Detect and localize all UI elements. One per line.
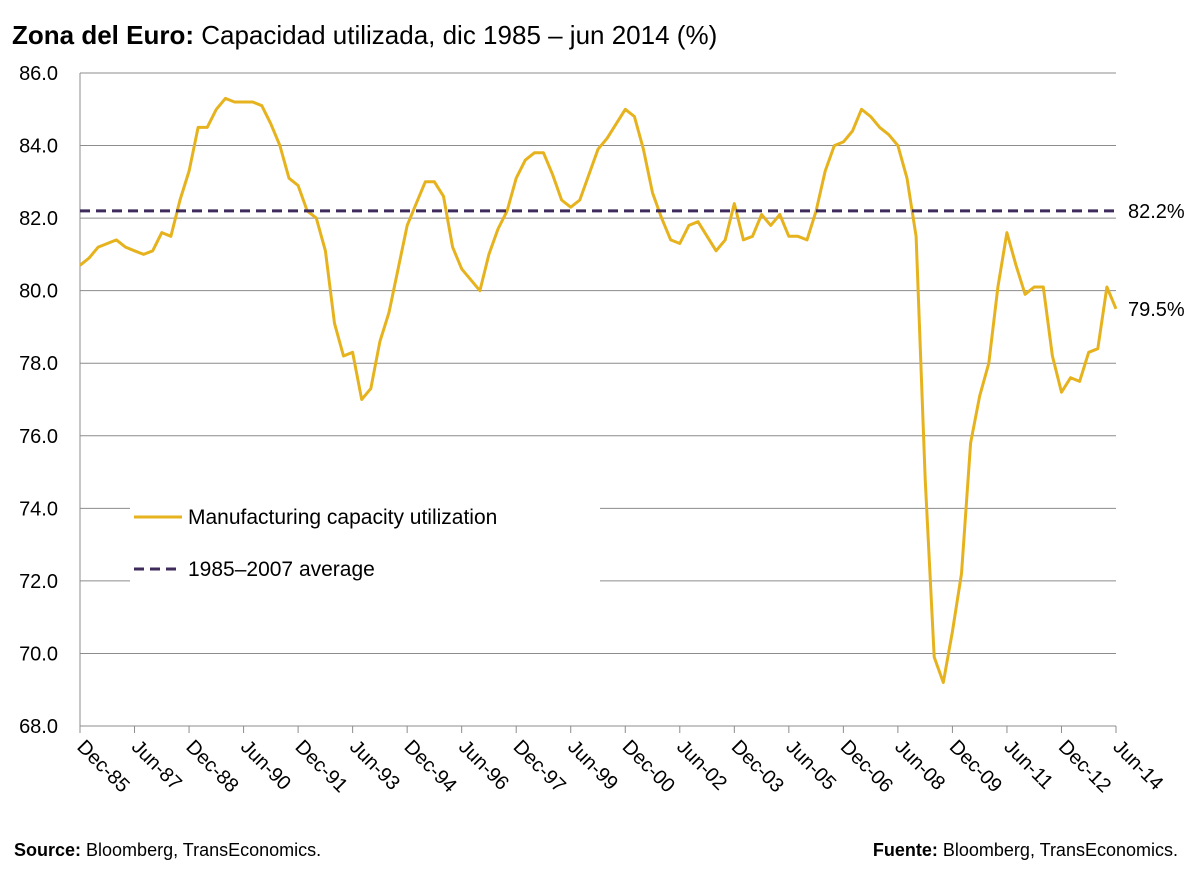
x-tick-label: Dec-85 bbox=[72, 736, 133, 797]
legend-label: Manufacturing capacity utilization bbox=[188, 506, 497, 529]
x-tick-label: Dec-06 bbox=[836, 736, 897, 797]
fuente-note: Fuente: Bloomberg, TransEconomics. bbox=[873, 840, 1178, 861]
x-tick-label: Dec-94 bbox=[400, 736, 461, 797]
source-text: Bloomberg, TransEconomics. bbox=[81, 840, 322, 860]
x-tick-label: Dec-09 bbox=[945, 736, 1006, 797]
legend-background bbox=[130, 549, 600, 585]
x-tick-label: Jun-93 bbox=[345, 736, 404, 795]
y-tick-label: 86.0 bbox=[19, 63, 58, 85]
y-tick-label: 80.0 bbox=[19, 281, 58, 303]
capacity-utilization-line bbox=[79, 96, 1118, 684]
chart-title-bold: Zona del Euro: bbox=[12, 20, 194, 50]
series-end-label: 79.5% bbox=[1128, 299, 1185, 321]
x-tick-label: Jun-96 bbox=[454, 736, 513, 795]
y-tick-label: 68.0 bbox=[19, 716, 58, 738]
y-tick-label: 74.0 bbox=[19, 498, 58, 520]
legend-label: 1985–2007 average bbox=[188, 558, 375, 581]
x-tick-label: Jun-08 bbox=[890, 736, 949, 795]
x-tick-label: Dec-03 bbox=[727, 736, 788, 797]
y-tick-label: 82.0 bbox=[19, 208, 58, 230]
source-note: Source: Bloomberg, TransEconomics. bbox=[14, 840, 321, 861]
x-tick-label: Jun-05 bbox=[781, 736, 840, 795]
fuente-text: Bloomberg, TransEconomics. bbox=[937, 840, 1178, 860]
source-label: Source: bbox=[14, 840, 82, 860]
x-tick-label: Dec-00 bbox=[618, 736, 679, 797]
x-tick-label: Jun-90 bbox=[236, 736, 295, 795]
x-tick-label: Jun-99 bbox=[563, 736, 622, 795]
x-tick-label: Jun-14 bbox=[1108, 736, 1167, 795]
x-tick-label: Dec-91 bbox=[291, 736, 352, 797]
fuente-label: Fuente: bbox=[872, 840, 938, 860]
y-tick-label: 84.0 bbox=[19, 136, 58, 158]
y-tick-label: 72.0 bbox=[19, 571, 58, 593]
average-end-label: 82.2% bbox=[1128, 201, 1185, 223]
y-tick-label: 70.0 bbox=[19, 643, 58, 665]
legend-background bbox=[130, 497, 600, 533]
x-tick-label: Jun-11 bbox=[999, 736, 1057, 794]
y-tick-label: 76.0 bbox=[19, 426, 58, 448]
chart-title: Zona del Euro: Capacidad utilizada, dic … bbox=[12, 20, 717, 51]
chart-title-rest: Capacidad utilizada, dic 1985 – jun 2014… bbox=[194, 20, 718, 50]
x-tick-label: Dec-88 bbox=[182, 736, 243, 797]
x-tick-label: Dec-97 bbox=[509, 736, 570, 797]
y-tick-label: 78.0 bbox=[19, 353, 58, 375]
x-tick-label: Jun-87 bbox=[127, 736, 186, 795]
x-tick-label: Jun-02 bbox=[672, 736, 731, 795]
x-tick-label: Dec-12 bbox=[1054, 736, 1115, 797]
